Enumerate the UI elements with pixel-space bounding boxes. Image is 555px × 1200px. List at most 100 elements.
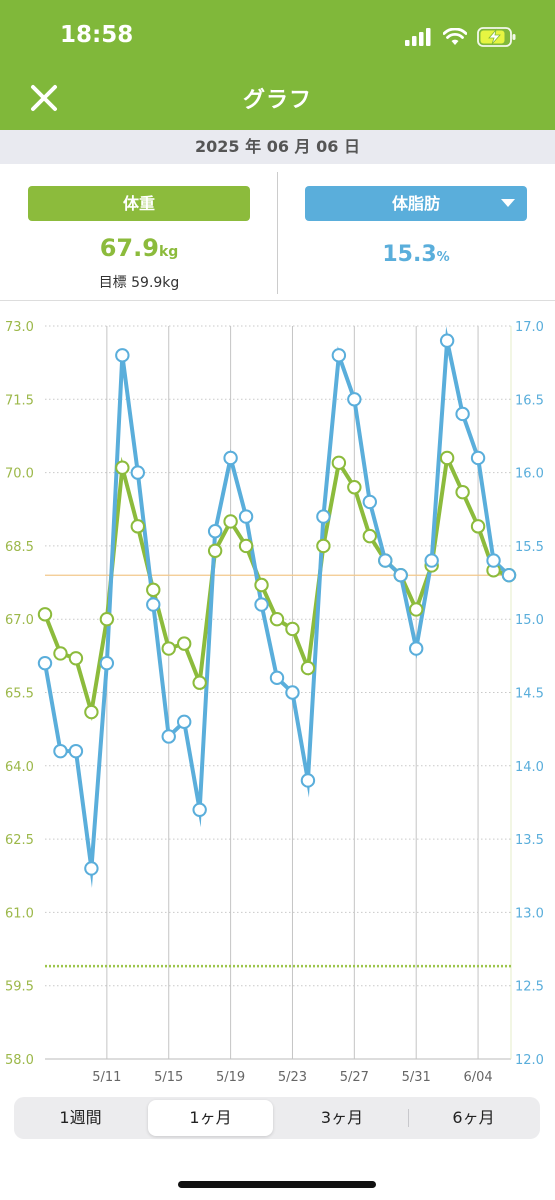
body-fat-data-point	[99, 655, 115, 671]
x-axis-tick-label: 6/04	[463, 1070, 492, 1085]
body-fat-number: 15.3	[382, 242, 437, 267]
body-fat-data-point	[486, 553, 501, 568]
weight-data-point	[238, 538, 254, 554]
weight-fat-chart[interactable]: 73.0 17.0 71.5 16.5 70.0 16.0 68.5 15.5 67.0 15.0…	[0, 301, 555, 1086]
right-axis-tick-label: 15.5	[515, 540, 544, 555]
header: 18:58 グラフ	[0, 0, 555, 130]
weight-data-point	[409, 602, 424, 617]
weight-data-point	[130, 519, 146, 534]
weight-data-point	[331, 455, 347, 471]
chart-area[interactable]: 73.0 17.0 71.5 16.5 70.0 16.0 68.5 15.5 67.0 15.0…	[0, 301, 555, 1086]
body-fat-data-point	[285, 685, 300, 700]
weight-number: 67.9	[99, 234, 159, 262]
weight-data-point	[115, 460, 130, 475]
body-fat-data-point	[130, 465, 146, 480]
tab-6-months[interactable]: 6ヶ月	[452, 1108, 495, 1127]
weight-data-point	[146, 582, 161, 598]
right-axis-tick-label: 12.5	[515, 980, 544, 995]
weight-data-point	[161, 641, 176, 656]
close-button[interactable]	[26, 80, 62, 116]
body-fat-label: 体脂肪	[391, 194, 440, 213]
left-axis-tick-label: 58.0	[5, 1053, 34, 1068]
weight-data-point	[223, 514, 238, 529]
body-fat-data-point	[331, 348, 347, 363]
weight-data-point	[316, 538, 331, 554]
signal-icon	[405, 28, 431, 46]
close-icon	[31, 85, 57, 111]
page-title: グラフ	[242, 88, 312, 113]
left-axis-tick-label: 64.0	[5, 760, 34, 775]
body-fat-data-point	[115, 348, 130, 363]
body-fat-data-point	[223, 450, 238, 466]
body-fat-dropdown[interactable]: 体脂肪	[305, 186, 527, 221]
period-selector: 1週間 1ヶ月 3ヶ月 6ヶ月	[14, 1097, 540, 1139]
weight-button[interactable]: 体重	[28, 186, 250, 221]
status-time: 18:58	[60, 22, 134, 48]
body-fat-data-point	[439, 333, 455, 348]
body-fat-data-point	[161, 729, 176, 744]
right-axis-tick-label: 16.0	[515, 467, 544, 482]
status-icons	[405, 26, 517, 48]
wifi-icon	[443, 28, 467, 45]
weight-data-point	[300, 660, 316, 676]
left-axis-tick-label: 73.0	[5, 320, 34, 335]
weight-data-point	[269, 612, 285, 627]
weight-data-point	[470, 519, 486, 534]
right-axis-tick-label: 17.0	[515, 320, 544, 335]
body-fat-data-point	[393, 568, 408, 583]
weight-data-point	[177, 636, 192, 651]
summary-divider	[277, 172, 278, 294]
x-axis-tick-label: 5/11	[92, 1070, 121, 1085]
left-axis-tick-label: 67.0	[5, 613, 34, 628]
weight-data-point	[254, 577, 269, 593]
body-fat-data-point	[455, 406, 470, 422]
body-fat-data-point	[362, 494, 377, 510]
body-fat-data-point	[501, 568, 517, 583]
body-fat-data-point	[409, 641, 424, 656]
left-axis-tick-label: 61.0	[5, 906, 34, 921]
body-fat-data-point	[316, 509, 331, 524]
tab-1-week[interactable]: 1週間	[59, 1108, 102, 1127]
body-fat-value: 15.3%	[305, 242, 527, 267]
x-axis-tick-label: 5/15	[154, 1070, 183, 1085]
tab-3-months[interactable]: 3ヶ月	[320, 1108, 364, 1127]
left-axis-tick-label: 59.5	[5, 980, 34, 995]
chevron-down-icon	[501, 199, 515, 207]
body-fat-series-line	[43, 326, 511, 888]
weight-data-point	[192, 675, 207, 690]
body-fat-data-point	[146, 597, 161, 612]
body-fat-data-point	[300, 773, 316, 788]
weight-data-point	[68, 651, 84, 666]
date-bar: 2025 年 06 月 06 日	[0, 130, 555, 164]
body-fat-data-point	[207, 524, 223, 539]
right-axis-tick-label: 16.5	[515, 393, 544, 408]
x-axis-tick-label: 5/23	[278, 1070, 307, 1085]
body-fat-data-point	[254, 597, 269, 612]
body-fat-data-point	[378, 553, 393, 568]
tab-1-month[interactable]: 1ヶ月	[148, 1100, 273, 1136]
weight-goal: 目標 59.9kg	[98, 275, 180, 291]
summary-panel: 体重 67.9kg 目標 59.9kg 体脂肪 15.3%	[0, 164, 555, 301]
body-fat-data-point	[37, 655, 53, 671]
tab-separator	[408, 1109, 409, 1127]
weight-data-point	[53, 646, 68, 661]
left-axis-tick-label: 65.5	[5, 687, 34, 702]
body-fat-data-point	[68, 743, 84, 759]
body-fat-data-point	[53, 743, 68, 759]
body-fat-unit: %	[436, 250, 450, 265]
x-axis-tick-label: 5/19	[216, 1070, 245, 1085]
weight-data-point	[99, 612, 115, 627]
left-axis-tick-label: 71.5	[5, 393, 34, 408]
left-axis-tick-label: 70.0	[5, 467, 34, 482]
body-fat-data-point	[470, 450, 486, 466]
weight-unit: kg	[158, 244, 179, 260]
weight-data-point	[347, 480, 362, 495]
x-axis-tick-label: 5/27	[340, 1070, 369, 1085]
weight-data-point	[455, 484, 470, 500]
right-axis-tick-label: 12.0	[515, 1053, 544, 1068]
left-axis-tick-label: 62.5	[5, 833, 34, 848]
left-axis-tick-label: 68.5	[5, 540, 34, 555]
weight-data-point	[84, 704, 99, 720]
right-axis-tick-label: 14.5	[515, 687, 544, 702]
